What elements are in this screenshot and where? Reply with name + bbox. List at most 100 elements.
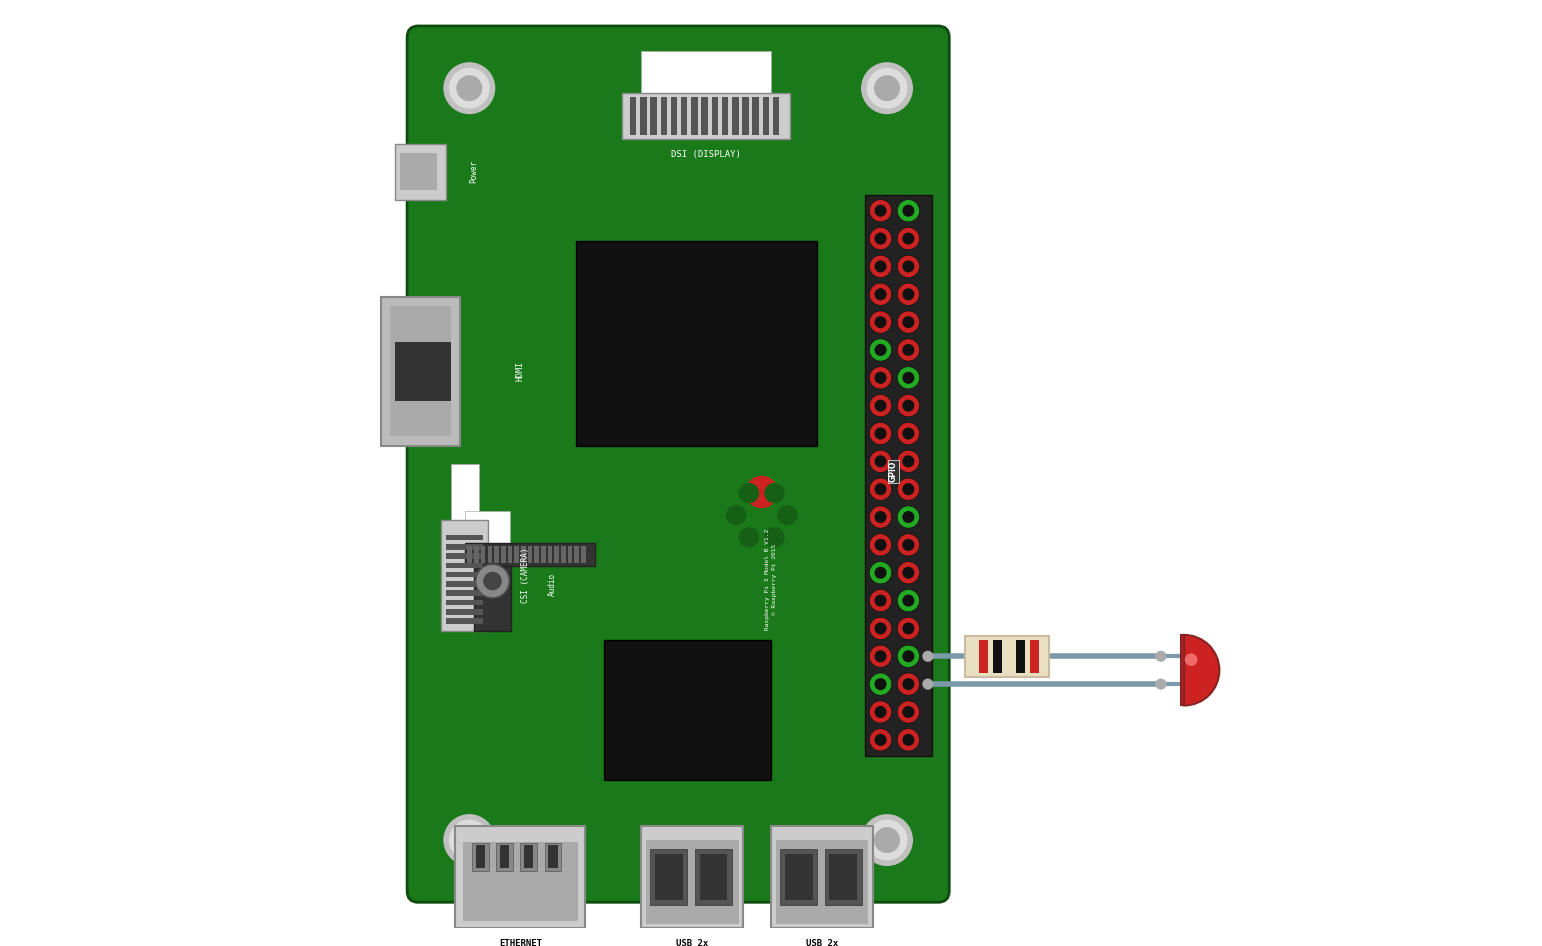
Circle shape [897,534,919,556]
Circle shape [456,75,483,101]
Circle shape [874,204,887,217]
Text: HDMI: HDMI [517,361,524,381]
Circle shape [874,539,887,551]
Bar [641,51,771,93]
Bar [446,534,483,540]
Circle shape [476,565,509,598]
Circle shape [870,701,891,723]
Bar [865,195,931,756]
Bar [450,464,478,519]
Circle shape [902,204,914,217]
Bar [651,97,657,134]
Bar [825,850,862,905]
Bar [481,546,486,564]
Circle shape [870,618,891,639]
Circle shape [870,506,891,528]
Bar [473,548,510,631]
Circle shape [483,571,501,590]
Circle shape [874,678,887,691]
Circle shape [1155,678,1166,690]
Bar [773,97,779,134]
Circle shape [897,728,919,751]
Bar [567,546,572,564]
Circle shape [874,455,887,467]
Circle shape [777,505,797,525]
Bar [830,854,857,901]
Circle shape [902,734,914,745]
Bar [722,97,728,134]
Circle shape [456,827,483,853]
Bar [473,546,478,564]
Circle shape [874,344,887,356]
Circle shape [902,399,914,412]
Circle shape [902,622,914,635]
Bar [541,546,546,564]
Circle shape [739,482,759,503]
Circle shape [870,283,891,306]
Circle shape [874,650,887,662]
Circle shape [867,819,907,861]
Bar [691,97,697,134]
Bar [655,854,683,901]
Circle shape [1155,651,1166,662]
Circle shape [870,645,891,668]
Bar [776,840,868,923]
Bar [604,640,771,780]
Circle shape [874,511,887,523]
Circle shape [897,506,919,528]
Circle shape [870,534,891,556]
Bar [763,97,769,134]
Text: Power: Power [469,160,478,184]
Circle shape [870,227,891,250]
Bar [785,854,813,901]
Circle shape [897,618,919,639]
Circle shape [870,255,891,277]
Bar [497,843,513,870]
Circle shape [897,422,919,445]
Circle shape [874,399,887,412]
Circle shape [897,311,919,333]
Circle shape [874,316,887,328]
Bar [549,845,558,867]
Bar [993,639,1002,673]
Circle shape [739,527,759,548]
Bar [476,845,486,867]
Circle shape [874,289,887,300]
Text: USB 2x: USB 2x [675,939,708,946]
Bar [979,639,988,673]
Bar [399,153,436,190]
Bar [671,97,677,134]
Circle shape [897,450,919,472]
Circle shape [726,505,746,525]
Circle shape [897,367,919,389]
Bar [1030,639,1039,673]
Circle shape [897,283,919,306]
Bar [646,840,739,923]
Circle shape [443,815,495,867]
Bar [395,342,450,401]
Circle shape [870,339,891,361]
Circle shape [902,706,914,718]
Bar [742,97,749,134]
Circle shape [870,311,891,333]
Bar [641,826,743,928]
Circle shape [902,483,914,495]
Circle shape [870,367,891,389]
Text: USB 2x: USB 2x [806,939,839,946]
Circle shape [765,482,785,503]
Circle shape [902,233,914,245]
Circle shape [902,594,914,606]
Bar [464,511,510,543]
Circle shape [897,255,919,277]
Bar [702,97,708,134]
Bar [1181,635,1184,706]
Bar [695,850,732,905]
Bar [464,543,595,567]
Bar [446,590,483,596]
Bar [455,826,586,928]
Circle shape [874,483,887,495]
Bar [463,842,578,920]
Bar [446,571,483,577]
Circle shape [902,344,914,356]
Bar [574,546,580,564]
